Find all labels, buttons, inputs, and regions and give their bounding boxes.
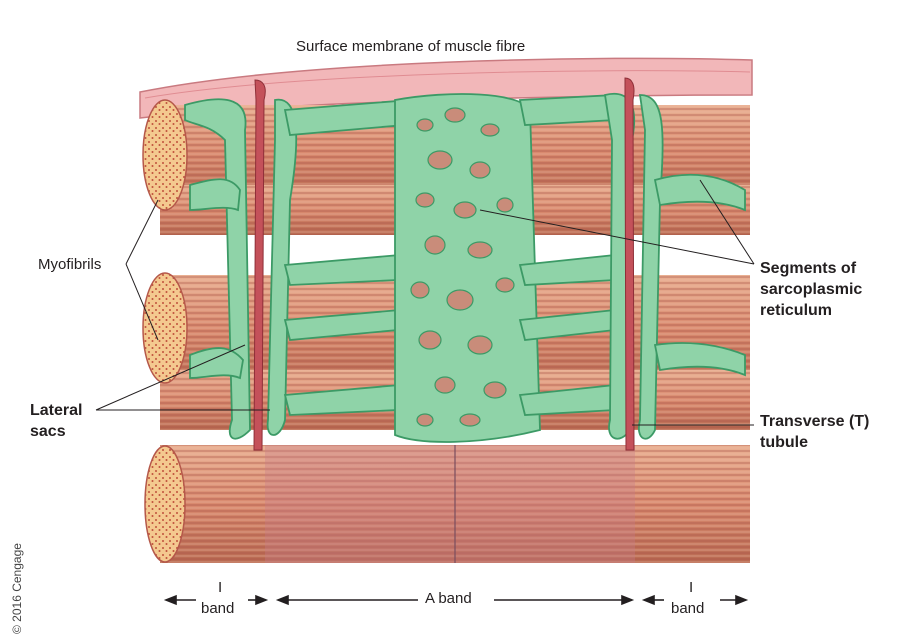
label-sr-line3: reticulum: [760, 302, 833, 319]
label-sr-line1: Segments of: [760, 260, 857, 277]
i-band-right-word: band: [671, 600, 705, 617]
label-lateral-sacs-line2: sacs: [30, 423, 66, 440]
label-lateral-sacs-line1: Lateral: [30, 402, 83, 419]
leader-lines: [95, 179, 755, 426]
diagram-title: Surface membrane of muscle fibre: [296, 38, 526, 55]
i-band-left-letter: I: [218, 579, 223, 596]
i-band-left-word: band: [201, 600, 235, 617]
a-band-label: A band: [425, 590, 472, 607]
t-tubule-left: [253, 79, 266, 451]
copyright-notice: © 2016 Cengage: [10, 543, 24, 634]
label-sr-line2: sarcoplasmic: [760, 281, 863, 298]
fenestrations: [410, 107, 515, 427]
sarcoplasmic-reticulum: [184, 93, 746, 443]
myofibril-end-2: [142, 272, 188, 384]
label-t-tubule-line2: tubule: [760, 434, 808, 451]
i-band-right-letter: I: [689, 579, 694, 596]
label-myofibrils: Myofibrils: [38, 256, 102, 273]
bare-myofibril: [144, 445, 750, 563]
myofibril-end-1: [142, 99, 188, 211]
t-tubule-right: [624, 77, 635, 451]
label-t-tubule-line1: Transverse (T): [760, 413, 870, 430]
band-arrows: [163, 594, 749, 606]
